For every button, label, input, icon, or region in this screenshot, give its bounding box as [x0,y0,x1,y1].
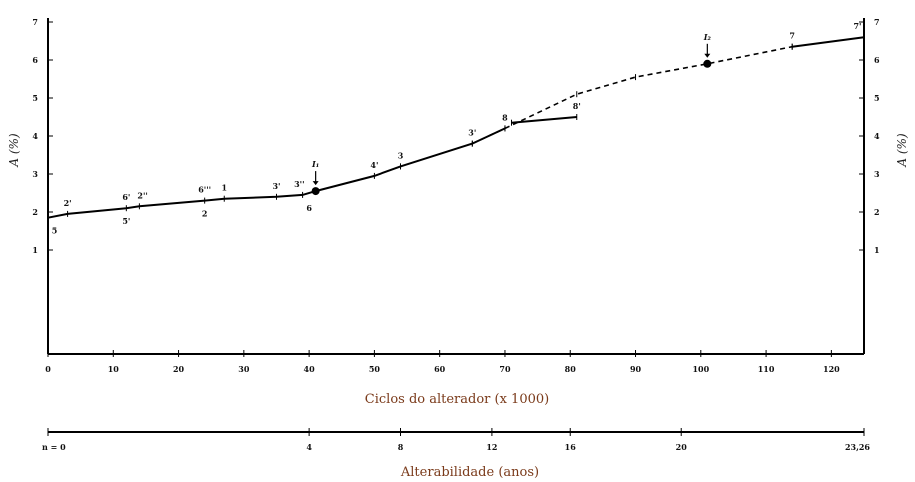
point-label: 7 [789,31,795,41]
y-tick-label-left: 5 [32,93,38,103]
series-line-1 [400,127,506,168]
x-tick-label: 110 [758,364,775,374]
secondary-tick-label: 12 [486,442,497,452]
y-tick-label-left: 7 [32,17,38,27]
point-label: 6' [122,192,130,202]
x-tick-label: 90 [630,364,642,374]
secondary-tick-label: 20 [676,442,688,452]
secondary-tick-label: 16 [565,442,577,452]
marker-label: I₂ [703,32,712,42]
y-tick-label-right: 7 [874,17,880,27]
point-label: 8 [502,112,508,122]
x-tick-label: 120 [823,364,840,374]
y-tick-label-left: 4 [32,131,38,141]
y-tick-label-right: 3 [874,169,880,179]
y-tick-label-right: 6 [874,55,880,65]
point-label: 5 [52,226,58,236]
secondary-axis-label: Alterabilidade (anos) [400,465,539,480]
marker-point [703,59,712,68]
point-label: 3' [468,128,476,138]
point-label: 3'' [294,179,304,189]
x-tick-label: 0 [45,364,51,374]
y-tick-label-right: 1 [874,245,880,255]
x-tick-label: 10 [108,364,120,374]
secondary-tick-label: 23,26 [845,442,870,452]
x-axis-label: Ciclos do alterador (x 1000) [365,392,549,407]
series-line-2 [511,116,577,124]
x-tick-label: 50 [369,364,381,374]
y-tick-label-left: 1 [32,245,38,255]
secondary-tick-label: 4 [306,442,312,452]
point-label: 4' [370,160,378,170]
data-series: I₁ I₂ [47,32,865,221]
point-label: 2' [64,198,72,208]
point-label: 1 [221,183,227,193]
x-tick-label: 60 [434,364,446,374]
marker-arrow-head [704,53,711,58]
x-tick-label: 70 [499,364,511,374]
point-label: 8' [573,101,581,111]
point-labels: 2' 5 6' 5' 2'' 6''' 2 1 3' 3'' 6 4' 3 3' 8 8' 7 7' [52,21,862,236]
x-tick-label: 20 [173,364,185,374]
y-tick-label-right: 5 [874,93,880,103]
point-label: 7' [853,21,861,31]
marker-label: I₁ [311,159,319,169]
point-label: 5' [122,216,130,226]
y-tick-label-left: 2 [32,207,38,217]
point-label: 3 [398,150,404,160]
y-tick-label-left: 3 [32,169,38,179]
y-axis-label-left: A (%) [7,133,21,168]
x-tick-label: 40 [304,364,316,374]
y-tick-label-right: 4 [874,131,880,141]
point-label: 6''' [198,185,211,195]
series-line-4 [792,36,865,48]
point-label: 2'' [137,190,147,200]
point-label: 6 [306,203,312,213]
secondary-tick-label: n = 0 [42,442,66,452]
series-line-3 [471,45,793,145]
point-label: 3' [272,181,280,191]
y-tick-label-left: 6 [32,55,38,65]
x-tick-label: 30 [238,364,250,374]
marker-point [311,187,320,196]
axes: 0 10 20 30 40 50 60 70 80 90 100 110 120123456712345… [32,17,880,452]
y-axis-label-right: A (%) [895,133,909,168]
marker-arrow-head [312,181,319,186]
secondary-tick-label: 8 [398,442,404,452]
point-label: 2 [202,209,208,219]
x-tick-label: 100 [692,364,709,374]
x-tick-label: 80 [565,364,577,374]
y-tick-label-right: 2 [874,207,880,217]
